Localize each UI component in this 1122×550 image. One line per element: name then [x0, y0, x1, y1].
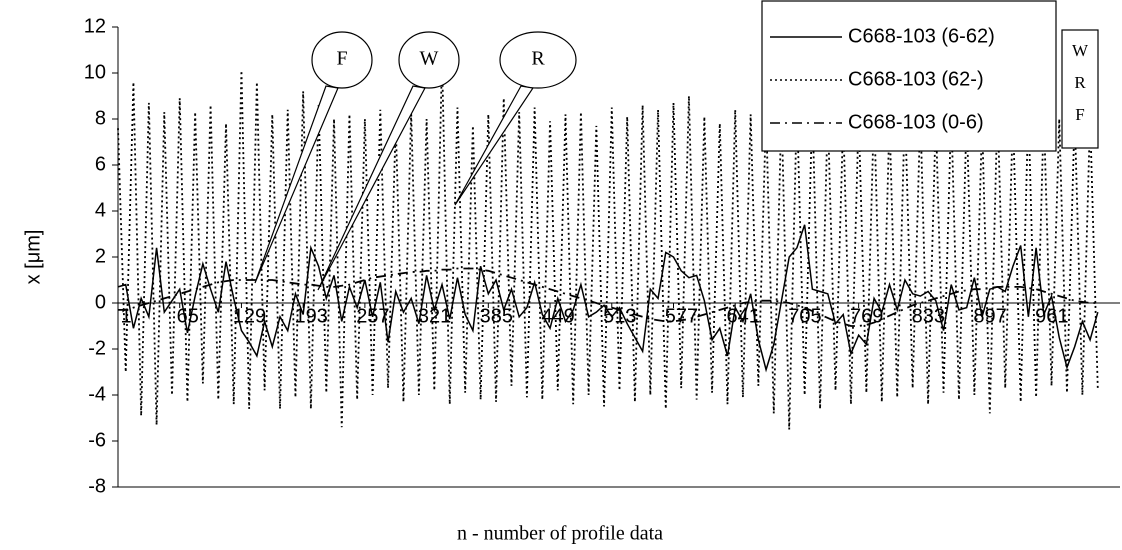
legend-label: C668-103 (6-62) [848, 25, 995, 47]
callout-bubble [398, 31, 460, 89]
callout-label: F [336, 48, 347, 70]
x-tick-label: 449 [541, 305, 574, 327]
y-tick-label: -6 [88, 429, 106, 451]
x-tick-label: 193 [294, 305, 327, 327]
callout-label: W [420, 48, 439, 70]
legend-label: C668-103 (62-) [848, 68, 984, 90]
series-line [118, 267, 1098, 327]
plot-area: -8 -6 -4 -2 0 2 4 6 8 10 12 1 65 129 193 257 321 385 449 51… [84, 15, 1120, 497]
callout-bubble [311, 31, 373, 89]
series-line [117, 59, 1099, 430]
x-tick-label: 129 [233, 305, 266, 327]
callout-label: R [531, 48, 545, 70]
side-box-label: F [1075, 105, 1084, 124]
legend: C668-103 (6-62) C668-103 (62-) C668-103 (0… [761, 0, 1057, 152]
y-tick-label: 2 [95, 245, 106, 267]
x-tick-label: 513 [603, 305, 636, 327]
y-tick-label: 12 [84, 15, 106, 37]
x-tick-label: 769 [850, 305, 883, 327]
y-tick-label: -4 [88, 383, 106, 405]
y-tick-label: 8 [95, 107, 106, 129]
x-tick-label: 641 [727, 305, 760, 327]
legend-label: C668-103 (0-6) [848, 111, 984, 133]
x-tick-label: 833 [912, 305, 945, 327]
y-tick-label: 0 [95, 291, 106, 313]
x-tick-label: 705 [788, 305, 821, 327]
x-tick-label: 897 [973, 305, 1006, 327]
x-tick-label: 961 [1035, 305, 1068, 327]
y-axis-title: x [μm] [22, 230, 44, 285]
callout-bubble [499, 31, 577, 89]
side-box-label: W [1072, 41, 1089, 60]
x-axis-title: n - number of profile data [457, 523, 663, 545]
x-tick-label: 1 [120, 305, 131, 327]
y-tick-label: 6 [95, 153, 106, 175]
x-tick-label: 65 [177, 305, 199, 327]
side-box [1061, 29, 1099, 149]
x-tick-label: 385 [480, 305, 513, 327]
side-box-label: R [1074, 73, 1086, 92]
y-tick-label: -8 [88, 475, 106, 497]
y-tick-label: 4 [95, 199, 106, 221]
legend-box [761, 0, 1057, 152]
x-tick-label: 257 [356, 305, 389, 327]
callouts [254, 31, 577, 291]
y-tick-label: 10 [84, 61, 106, 83]
y-tick-label: -2 [88, 337, 106, 359]
x-tick-label: 321 [418, 305, 451, 327]
x-tick-label: 577 [665, 305, 698, 327]
